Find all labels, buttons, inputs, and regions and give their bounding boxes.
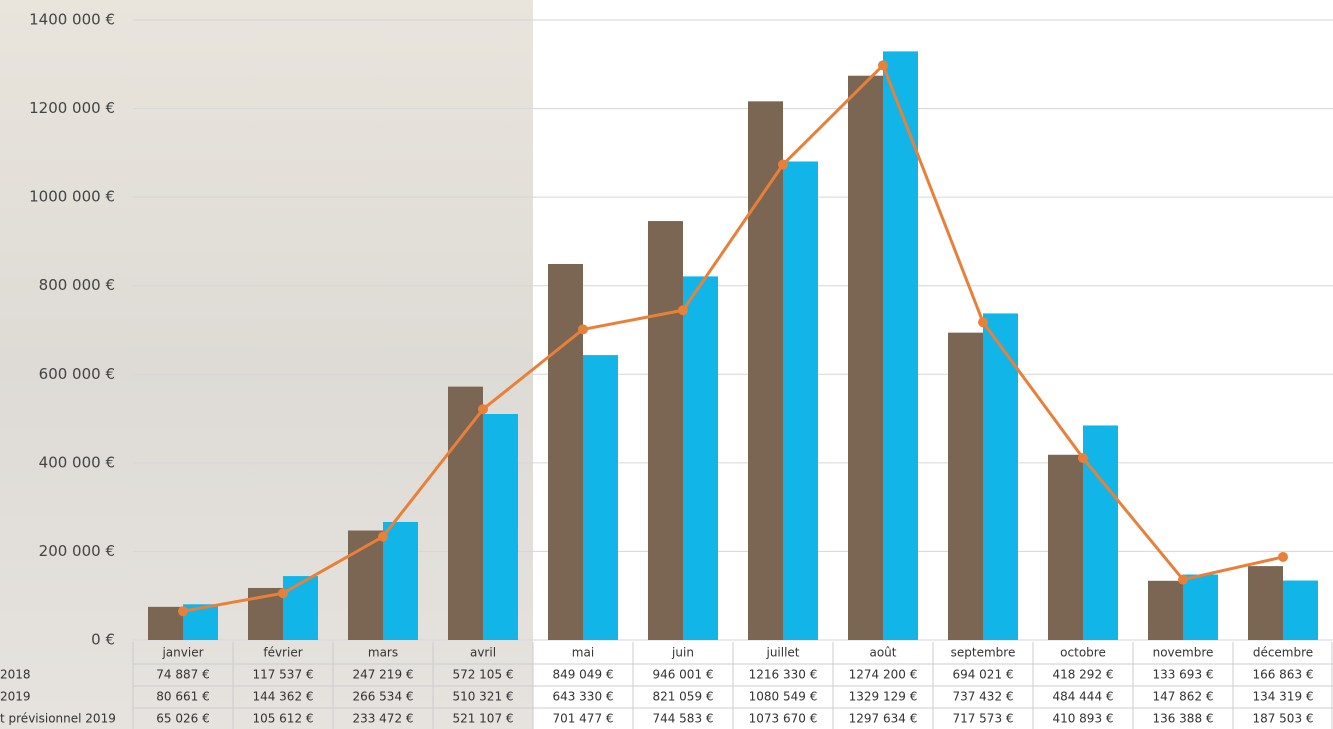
table-cell: 694 021 € xyxy=(952,668,1013,682)
bar xyxy=(1083,425,1118,640)
y-tick-label: 800 000 € xyxy=(39,276,115,294)
table-cell: 510 321 € xyxy=(452,690,513,704)
y-tick-label: 1400 000 € xyxy=(29,11,115,29)
category-label: août xyxy=(869,646,896,660)
line-marker xyxy=(778,159,788,170)
table-cell: 147 862 € xyxy=(1152,690,1213,704)
bar xyxy=(483,414,518,640)
category-label: janvier xyxy=(161,646,203,660)
table-cell: 117 537 € xyxy=(252,668,313,682)
table-cell: 65 026 € xyxy=(156,712,209,726)
bar xyxy=(583,355,618,640)
table-cell: 737 432 € xyxy=(952,690,1013,704)
line-marker xyxy=(1078,453,1088,464)
y-tick-label: 0 € xyxy=(91,631,115,649)
table-cell: 166 863 € xyxy=(1252,668,1313,682)
bar xyxy=(1183,574,1218,640)
line-marker xyxy=(578,324,588,335)
table-cell: 717 573 € xyxy=(952,712,1013,726)
table-cell: 80 661 € xyxy=(156,690,209,704)
table-cell: 1216 330 € xyxy=(749,668,818,682)
table-cell: 247 219 € xyxy=(352,668,413,682)
table-cell: 521 107 € xyxy=(452,712,513,726)
line-marker xyxy=(678,305,688,316)
table-cell: 105 612 € xyxy=(252,712,313,726)
bar xyxy=(748,101,783,640)
category-label: février xyxy=(263,646,302,660)
bar xyxy=(148,606,183,640)
category-label: juin xyxy=(671,646,694,660)
y-tick-label: 1200 000 € xyxy=(29,99,115,117)
table-cell: 821 059 € xyxy=(652,690,713,704)
bar xyxy=(1048,454,1083,640)
table-cell: 1329 129 € xyxy=(849,690,918,704)
category-label: octobre xyxy=(1060,646,1106,660)
line-marker xyxy=(478,404,488,415)
category-label: mai xyxy=(572,646,594,660)
table-cell: 187 503 € xyxy=(1252,712,1313,726)
table-cell: 946 001 € xyxy=(652,668,713,682)
line-marker xyxy=(1178,574,1188,585)
y-tick-label: 400 000 € xyxy=(39,453,115,471)
table-cell: 1274 200 € xyxy=(849,668,918,682)
category-label: décembre xyxy=(1253,646,1313,660)
line-marker xyxy=(278,588,288,599)
line-marker xyxy=(1278,551,1288,562)
table-cell: 744 583 € xyxy=(652,712,713,726)
category-label: mars xyxy=(368,646,398,660)
bar xyxy=(1148,580,1183,640)
table-cell: 849 049 € xyxy=(552,668,613,682)
category-label: avril xyxy=(470,646,496,660)
bar xyxy=(883,51,918,640)
table-cell: 1073 670 € xyxy=(749,712,818,726)
bar xyxy=(948,332,983,640)
table-cell: 701 477 € xyxy=(552,712,613,726)
bar xyxy=(1248,566,1283,640)
category-label: novembre xyxy=(1153,646,1214,660)
bar xyxy=(783,161,818,640)
line-marker xyxy=(978,317,988,328)
bar xyxy=(283,576,318,640)
bar xyxy=(348,530,383,640)
table-cell: 74 887 € xyxy=(156,668,209,682)
bar xyxy=(683,276,718,640)
y-tick-label: 200 000 € xyxy=(39,542,115,560)
table-cell: 266 534 € xyxy=(352,690,413,704)
line-marker xyxy=(178,606,188,617)
line xyxy=(182,62,1284,613)
table-cell: 410 893 € xyxy=(1052,712,1113,726)
bar xyxy=(648,221,683,640)
table-cell: 1297 634 € xyxy=(849,712,918,726)
legend-label: 2019 xyxy=(0,690,31,704)
table-cell: 643 330 € xyxy=(552,690,613,704)
bar xyxy=(983,313,1018,640)
table-cell: 134 319 € xyxy=(1252,690,1313,704)
legend-label: 2018 xyxy=(0,668,31,682)
bar xyxy=(548,263,583,640)
line-marker xyxy=(878,60,888,71)
y-tick-label: 1000 000 € xyxy=(29,188,115,206)
table-cell: 136 388 € xyxy=(1152,712,1213,726)
y-tick-label: 600 000 € xyxy=(39,365,115,383)
table-cell: 572 105 € xyxy=(452,668,513,682)
bar xyxy=(1283,580,1318,640)
table-cell: 1080 549 € xyxy=(749,690,818,704)
table-cell: 484 444 € xyxy=(1052,690,1113,704)
table-cell: 418 292 € xyxy=(1052,668,1113,682)
bar xyxy=(383,521,418,640)
category-label: septembre xyxy=(951,646,1016,660)
legend-label: t prévisionnel 2019 xyxy=(0,712,116,726)
table-cell: 233 472 € xyxy=(352,712,413,726)
line-marker xyxy=(378,531,388,542)
table-cell: 144 362 € xyxy=(252,690,313,704)
bar xyxy=(848,75,883,640)
category-label: juillet xyxy=(765,646,799,660)
table-cell: 133 693 € xyxy=(1152,668,1213,682)
bar xyxy=(448,386,483,640)
